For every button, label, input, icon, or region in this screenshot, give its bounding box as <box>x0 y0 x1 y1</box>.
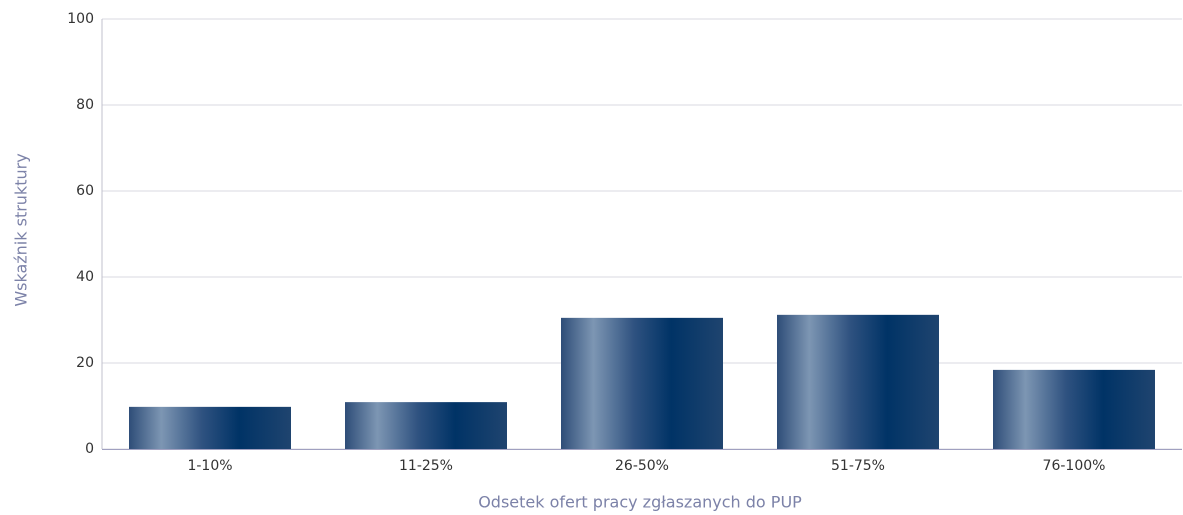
bar <box>993 369 1155 449</box>
x-tick-label: 1-10% <box>187 458 232 474</box>
x-axis-title: Odsetek ofert pracy zgłaszanych do PUP <box>478 493 802 512</box>
x-tick-label: 26-50% <box>615 458 669 474</box>
bar <box>777 314 939 449</box>
y-tick-label: 80 <box>76 97 94 113</box>
x-tick-label: 76-100% <box>1043 458 1106 474</box>
y-axis-title: Wskaźnik struktury <box>12 153 31 306</box>
x-tick-label: 11-25% <box>399 458 453 474</box>
y-tick-label: 100 <box>67 11 94 27</box>
y-tick-label: 0 <box>85 441 94 457</box>
y-tick-label: 60 <box>76 183 94 199</box>
bar <box>129 406 291 449</box>
y-tick-label: 40 <box>76 269 94 285</box>
y-tick-label: 20 <box>76 355 94 371</box>
bar <box>345 402 507 449</box>
x-tick-label: 51-75% <box>831 458 885 474</box>
bar <box>561 317 723 449</box>
